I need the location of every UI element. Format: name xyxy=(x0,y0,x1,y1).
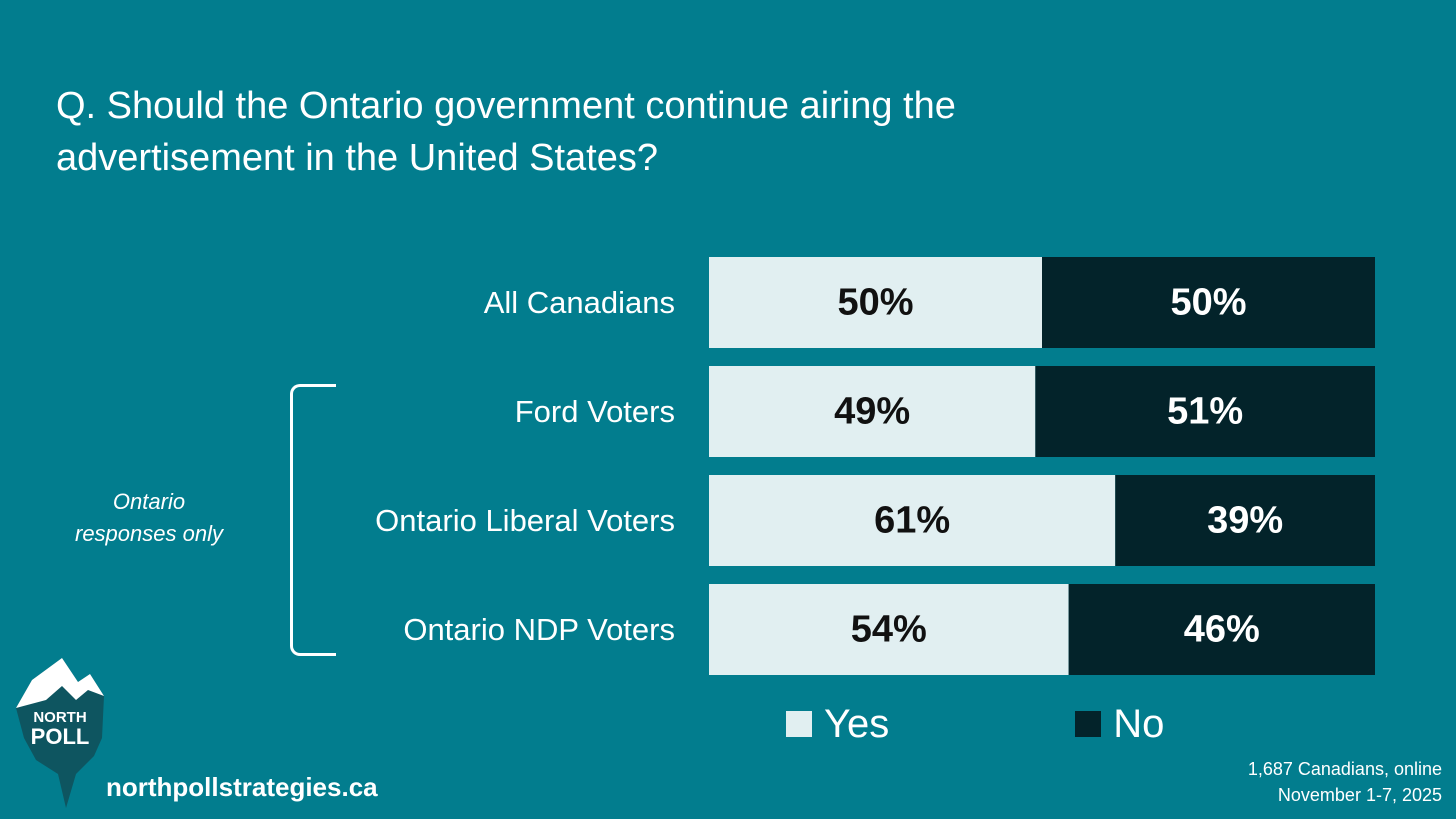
value-label-yes-ford-voters: 49% xyxy=(834,391,910,433)
value-label-yes-ontario-liberal-voters: 61% xyxy=(874,500,950,542)
value-label-yes-ontario-ndp-voters: 54% xyxy=(851,609,927,651)
chart-title: Q. Should the Ontario government continu… xyxy=(56,85,956,179)
bar-no-ontario-ndp-voters xyxy=(1068,584,1375,675)
category-label-all-canadians: All Canadians xyxy=(484,285,675,320)
group-note-line2: responses only xyxy=(75,521,223,546)
logo-text-poll: POLL xyxy=(31,724,90,749)
bar-yes-ford-voters xyxy=(709,366,1036,457)
bar-yes-ontario-liberal-voters xyxy=(709,475,1116,566)
legend-swatch-no xyxy=(1075,711,1102,737)
legend-item-yes: Yes xyxy=(786,702,889,747)
value-label-yes-all-canadians: 50% xyxy=(837,282,913,324)
bar-no-all-canadians xyxy=(1042,257,1375,348)
bar-no-ford-voters xyxy=(1035,366,1375,457)
category-label-ford-voters: Ford Voters xyxy=(515,394,675,429)
survey-footnote: 1,687 Canadians, online November 1-7, 20… xyxy=(1248,756,1442,808)
legend-label-yes: Yes xyxy=(824,701,890,746)
logo-text-north: NORTH xyxy=(33,709,86,726)
legend-label-no: No xyxy=(1113,701,1165,746)
ontario-group-bracket xyxy=(290,384,336,656)
group-note-line1: Ontario xyxy=(112,489,186,514)
ontario-group-note: Ontario responses only xyxy=(44,486,254,550)
logo-snowcap xyxy=(16,658,104,708)
bar-yes-ontario-ndp-voters xyxy=(709,584,1069,675)
footnote-sample: 1,687 Canadians, online xyxy=(1247,759,1442,779)
footnote-dates: November 1-7, 2025 xyxy=(1277,785,1442,805)
category-label-ontario-ndp-voters: Ontario NDP Voters xyxy=(403,612,675,647)
category-label-ontario-liberal-voters: Ontario Liberal Voters xyxy=(375,503,675,538)
legend-swatch-yes xyxy=(786,711,812,737)
website-url: northpollstrategies.ca xyxy=(106,772,378,802)
value-label-no-ford-voters: 51% xyxy=(1167,391,1243,433)
value-label-no-ontario-ndp-voters: 46% xyxy=(1184,609,1260,651)
north-poll-logo: NORTH POLL xyxy=(16,658,104,808)
bar-yes-all-canadians xyxy=(709,257,1042,348)
value-label-no-all-canadians: 50% xyxy=(1170,282,1246,324)
value-label-no-ontario-liberal-voters: 39% xyxy=(1207,500,1283,542)
bar-no-ontario-liberal-voters xyxy=(1115,475,1375,566)
chart-legend: Yes No xyxy=(786,696,1164,752)
legend-item-no: No xyxy=(1075,702,1164,747)
